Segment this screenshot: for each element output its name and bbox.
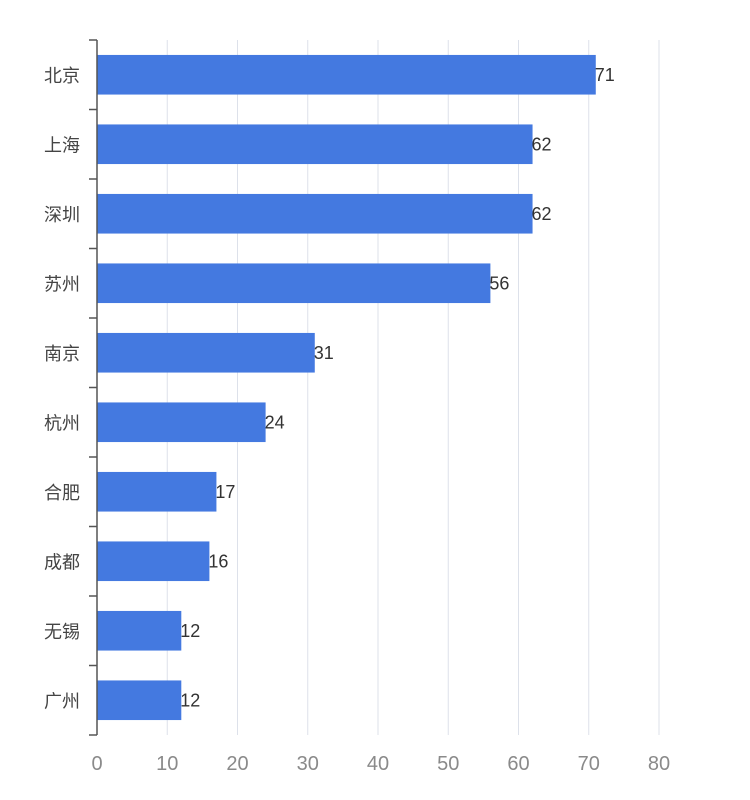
x-tick-label: 70 <box>578 753 600 775</box>
bar-10 <box>97 680 182 721</box>
value-label: 31 <box>314 343 334 363</box>
category-label: 北京 <box>44 66 80 87</box>
category-label: 上海 <box>44 135 80 156</box>
category-label: 杭州 <box>44 413 80 434</box>
bar-7 <box>97 471 217 512</box>
bar-6 <box>97 402 266 443</box>
value-labels: 71 62 62 56 31 24 17 16 12 12 <box>180 65 615 711</box>
value-label: 16 <box>208 551 228 571</box>
value-label: 12 <box>180 690 200 710</box>
bar-5 <box>97 332 315 373</box>
category-label: 广州 <box>44 691 80 712</box>
x-tick-label: 20 <box>226 753 248 775</box>
category-label: 成都 <box>44 552 80 573</box>
value-label: 17 <box>215 482 235 502</box>
value-label: 62 <box>532 134 552 154</box>
category-label: 深圳 <box>44 205 80 226</box>
x-tick-label: 0 <box>91 753 102 775</box>
category-label: 合肥 <box>44 483 80 504</box>
bar-1 <box>97 54 596 95</box>
value-label: 24 <box>265 412 285 432</box>
x-tick-label: 10 <box>156 753 178 775</box>
bar-3 <box>97 193 533 234</box>
x-axis: 0 10 20 30 40 50 60 70 80 <box>91 753 670 775</box>
value-label: 71 <box>595 65 615 85</box>
bar-8 <box>97 541 210 582</box>
category-label: 南京 <box>44 344 80 365</box>
x-tick-label: 60 <box>507 753 529 775</box>
x-tick-label: 50 <box>437 753 459 775</box>
bar-9 <box>97 610 182 651</box>
category-label: 无锡 <box>44 622 80 643</box>
category-label: 苏州 <box>44 274 80 295</box>
value-label: 12 <box>180 621 200 641</box>
bar-2 <box>97 124 533 165</box>
value-label: 56 <box>489 273 509 293</box>
x-tick-label: 30 <box>297 753 319 775</box>
value-label: 62 <box>532 204 552 224</box>
bar-4 <box>97 263 491 304</box>
x-tick-label: 40 <box>367 753 389 775</box>
bars <box>97 54 596 721</box>
x-tick-label: 80 <box>648 753 670 775</box>
